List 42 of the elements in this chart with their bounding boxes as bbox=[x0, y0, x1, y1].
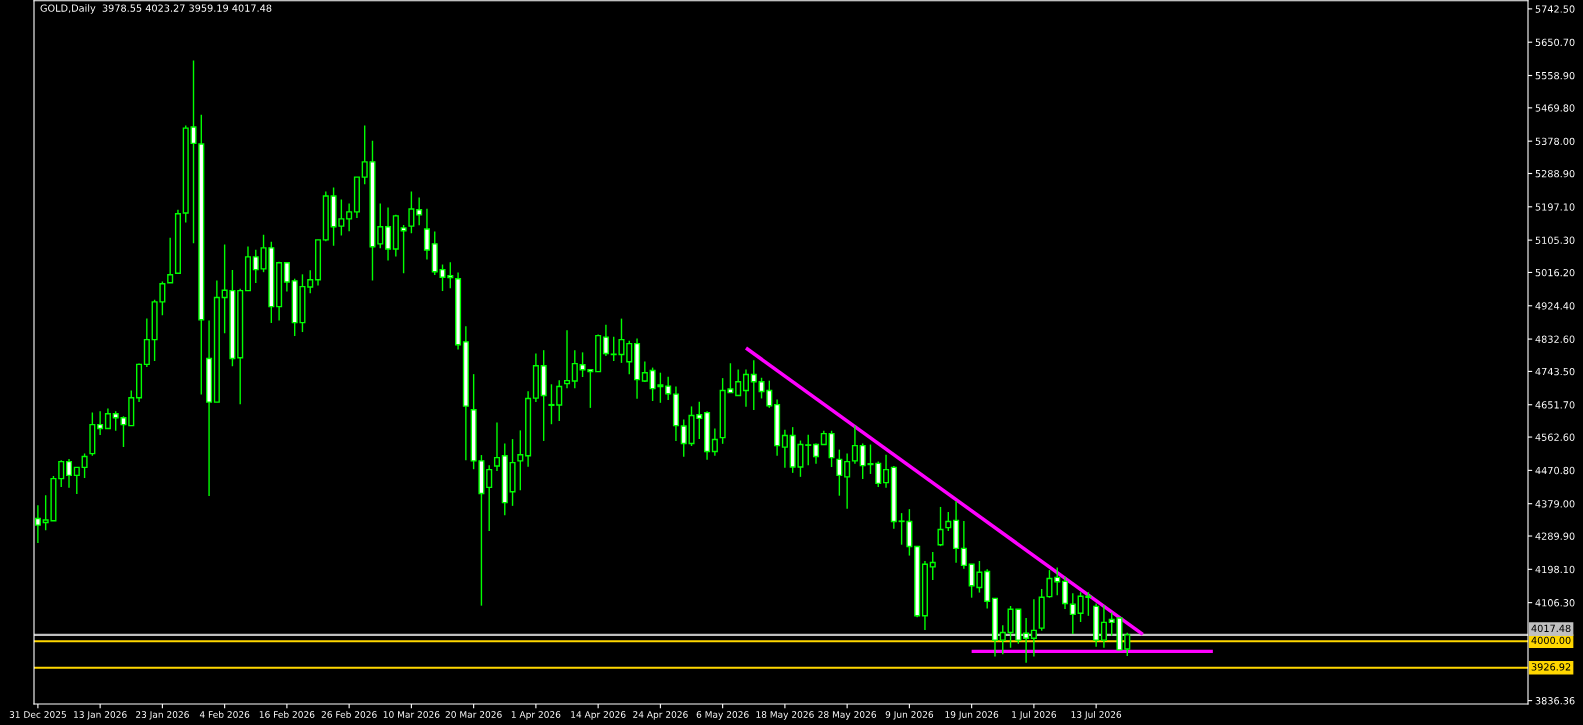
x-tick-label: 9 Jun 2026 bbox=[885, 711, 934, 720]
x-tick-label: 26 Feb 2026 bbox=[321, 710, 377, 718]
y-tick-label: 5558.90 bbox=[1535, 71, 1575, 80]
y-tick-label: 4289.90 bbox=[1535, 532, 1575, 540]
y-tick-label: 4924.40 bbox=[1535, 302, 1575, 310]
y-tick-label: 5197.10 bbox=[1535, 203, 1575, 211]
y-tick-label: 5650.70 bbox=[1535, 38, 1575, 47]
ref-line-label: 4017.48 bbox=[1531, 624, 1571, 633]
y-tick-label: 4379.00 bbox=[1535, 500, 1575, 508]
x-tick-label: 10 Mar 2026 bbox=[383, 711, 440, 718]
x-tick-label: 1 Jul 2026 bbox=[1012, 710, 1056, 720]
y-tick-label: 4832.60 bbox=[1535, 335, 1575, 343]
y-tick-label: 5016.20 bbox=[1535, 268, 1575, 277]
y-tick-label: 5742.50 bbox=[1535, 5, 1575, 13]
x-tick-label: 1 Apr 2026 bbox=[511, 711, 561, 720]
y-tick-label: 4106.30 bbox=[1535, 599, 1575, 607]
y-tick-label: 5288.90 bbox=[1535, 169, 1575, 178]
y-tick-label: 4651.70 bbox=[1535, 401, 1575, 409]
y-tick-label: 4743.50 bbox=[1535, 367, 1575, 376]
ref-line-label: 3926.92 bbox=[1531, 663, 1571, 671]
x-tick-label: 6 May 2026 bbox=[696, 711, 749, 720]
x-tick-label: 23 Jan 2026 bbox=[135, 711, 189, 720]
y-tick-label: 5378.00 bbox=[1535, 137, 1575, 145]
x-tick-label: 31 Dec 2025 bbox=[9, 711, 66, 718]
y-tick-label: 5469.80 bbox=[1535, 104, 1575, 112]
x-tick-label: 20 Mar 2026 bbox=[445, 711, 502, 718]
y-tick-label: 5105.30 bbox=[1535, 236, 1575, 244]
x-tick-label: 16 Feb 2026 bbox=[259, 710, 315, 718]
y-tick-label: 4562.60 bbox=[1535, 433, 1575, 441]
y-tick-label: 4470.80 bbox=[1535, 466, 1575, 475]
x-tick-label: 14 Apr 2026 bbox=[571, 711, 626, 720]
x-tick-label: 13 Jul 2026 bbox=[1071, 710, 1122, 720]
y-tick-label: 4198.10 bbox=[1535, 565, 1575, 574]
x-tick-label: 4 Feb 2026 bbox=[199, 710, 250, 718]
x-tick-label: 13 Jan 2026 bbox=[74, 711, 127, 720]
x-tick-label: 28 May 2026 bbox=[818, 711, 876, 720]
x-tick-label: 18 May 2026 bbox=[756, 711, 814, 720]
ref-line-label: 4000.00 bbox=[1531, 636, 1571, 645]
x-tick-label: 24 Apr 2026 bbox=[633, 711, 688, 720]
y-tick-label: 3836.36 bbox=[1535, 697, 1575, 705]
x-tick-label: 19 Jun 2026 bbox=[945, 711, 999, 720]
chart-title: GOLD,Daily 3978.55 4023.27 3959.19 4017.48 bbox=[40, 4, 272, 14]
